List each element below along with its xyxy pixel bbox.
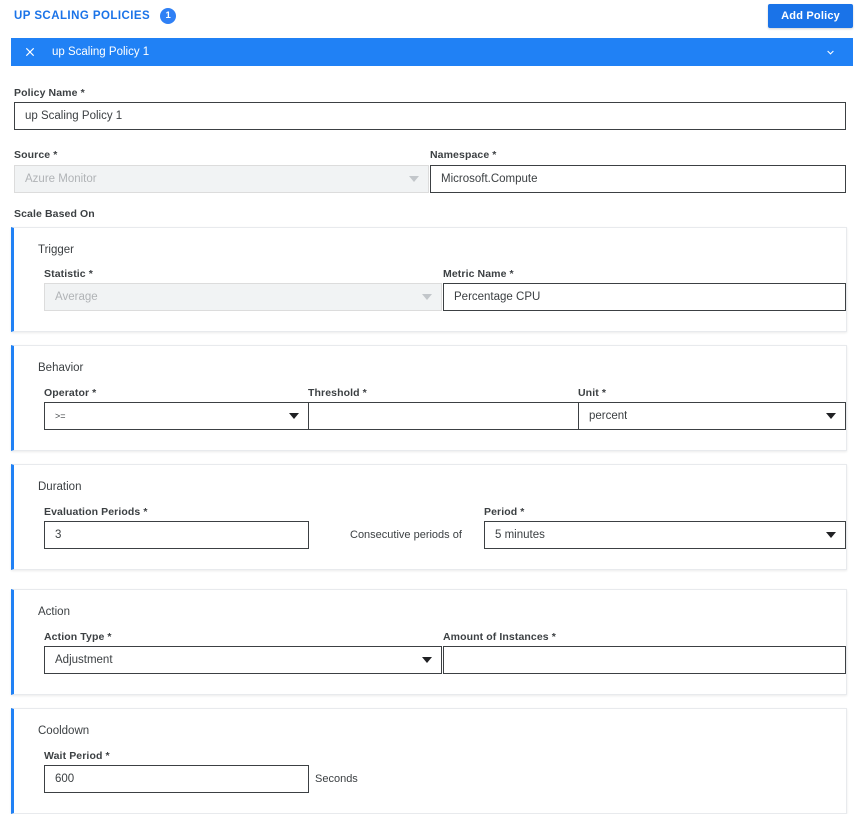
period-label: Period * (484, 506, 525, 518)
unit-select[interactable]: percent (578, 402, 846, 430)
chevron-down-icon (422, 294, 432, 300)
trigger-section: Trigger Statistic * Average Metric Name … (11, 227, 847, 332)
source-select: Azure Monitor (14, 165, 429, 193)
action-type-value: Adjustment (55, 654, 113, 666)
duration-section-title: Duration (38, 481, 82, 493)
period-select[interactable]: 5 minutes (484, 521, 846, 549)
policy-accordion-label: up Scaling Policy 1 (52, 46, 150, 58)
unit-value: percent (589, 410, 628, 422)
action-section-title: Action (38, 606, 70, 618)
cooldown-section: Cooldown Wait Period * Seconds (11, 708, 847, 814)
trigger-section-title: Trigger (38, 244, 74, 256)
evaluation-periods-label: Evaluation Periods * (44, 506, 148, 518)
metric-name-input[interactable] (443, 283, 846, 311)
seconds-text: Seconds (315, 773, 358, 785)
policy-count-badge: 1 (160, 8, 177, 24)
action-type-label: Action Type * (44, 631, 112, 643)
close-icon[interactable] (23, 45, 37, 59)
period-value: 5 minutes (495, 529, 545, 541)
policy-accordion-header[interactable]: up Scaling Policy 1 (11, 38, 853, 66)
chevron-down-icon[interactable] (289, 413, 299, 419)
source-label: Source * (14, 149, 58, 161)
metric-name-label: Metric Name * (443, 268, 514, 280)
namespace-input[interactable] (430, 165, 846, 193)
chevron-down-icon[interactable] (826, 413, 836, 419)
amount-of-instances-label: Amount of Instances * (443, 631, 556, 643)
chevron-down-icon[interactable] (422, 657, 432, 663)
chevron-down-icon (409, 176, 419, 182)
scale-based-on-label: Scale Based On (14, 208, 95, 220)
threshold-input[interactable] (308, 402, 579, 430)
evaluation-periods-input[interactable] (44, 521, 309, 549)
amount-of-instances-input[interactable] (443, 646, 846, 674)
threshold-label: Threshold * (308, 387, 367, 399)
page-header: UP SCALING POLICIES 1 Add Policy (0, 0, 863, 32)
wait-period-input[interactable] (44, 765, 309, 793)
duration-section: Duration Evaluation Periods * Consecutiv… (11, 464, 847, 570)
cooldown-section-title: Cooldown (38, 725, 90, 737)
operator-label: Operator * (44, 387, 97, 399)
operator-value: >= (55, 411, 66, 421)
operator-select[interactable]: >= (44, 402, 309, 430)
wait-period-label: Wait Period * (44, 750, 110, 762)
action-section: Action Action Type * Adjustment Amount o… (11, 589, 847, 695)
source-value: Azure Monitor (25, 173, 97, 185)
add-policy-button[interactable]: Add Policy (768, 4, 853, 28)
chevron-down-icon[interactable] (826, 532, 836, 538)
statistic-value: Average (55, 291, 98, 303)
consecutive-periods-text: Consecutive periods of (350, 529, 462, 541)
behavior-section: Behavior Operator * >= Threshold * Unit … (11, 345, 847, 451)
policy-name-label: Policy Name * (14, 87, 85, 99)
policy-name-input[interactable] (14, 102, 846, 130)
statistic-label: Statistic * (44, 268, 93, 280)
chevron-down-icon[interactable] (824, 46, 837, 59)
action-type-select[interactable]: Adjustment (44, 646, 442, 674)
behavior-section-title: Behavior (38, 362, 84, 374)
namespace-label: Namespace * (430, 149, 497, 161)
unit-label: Unit * (578, 387, 607, 399)
statistic-select: Average (44, 283, 442, 311)
page-title: UP SCALING POLICIES (14, 10, 151, 22)
